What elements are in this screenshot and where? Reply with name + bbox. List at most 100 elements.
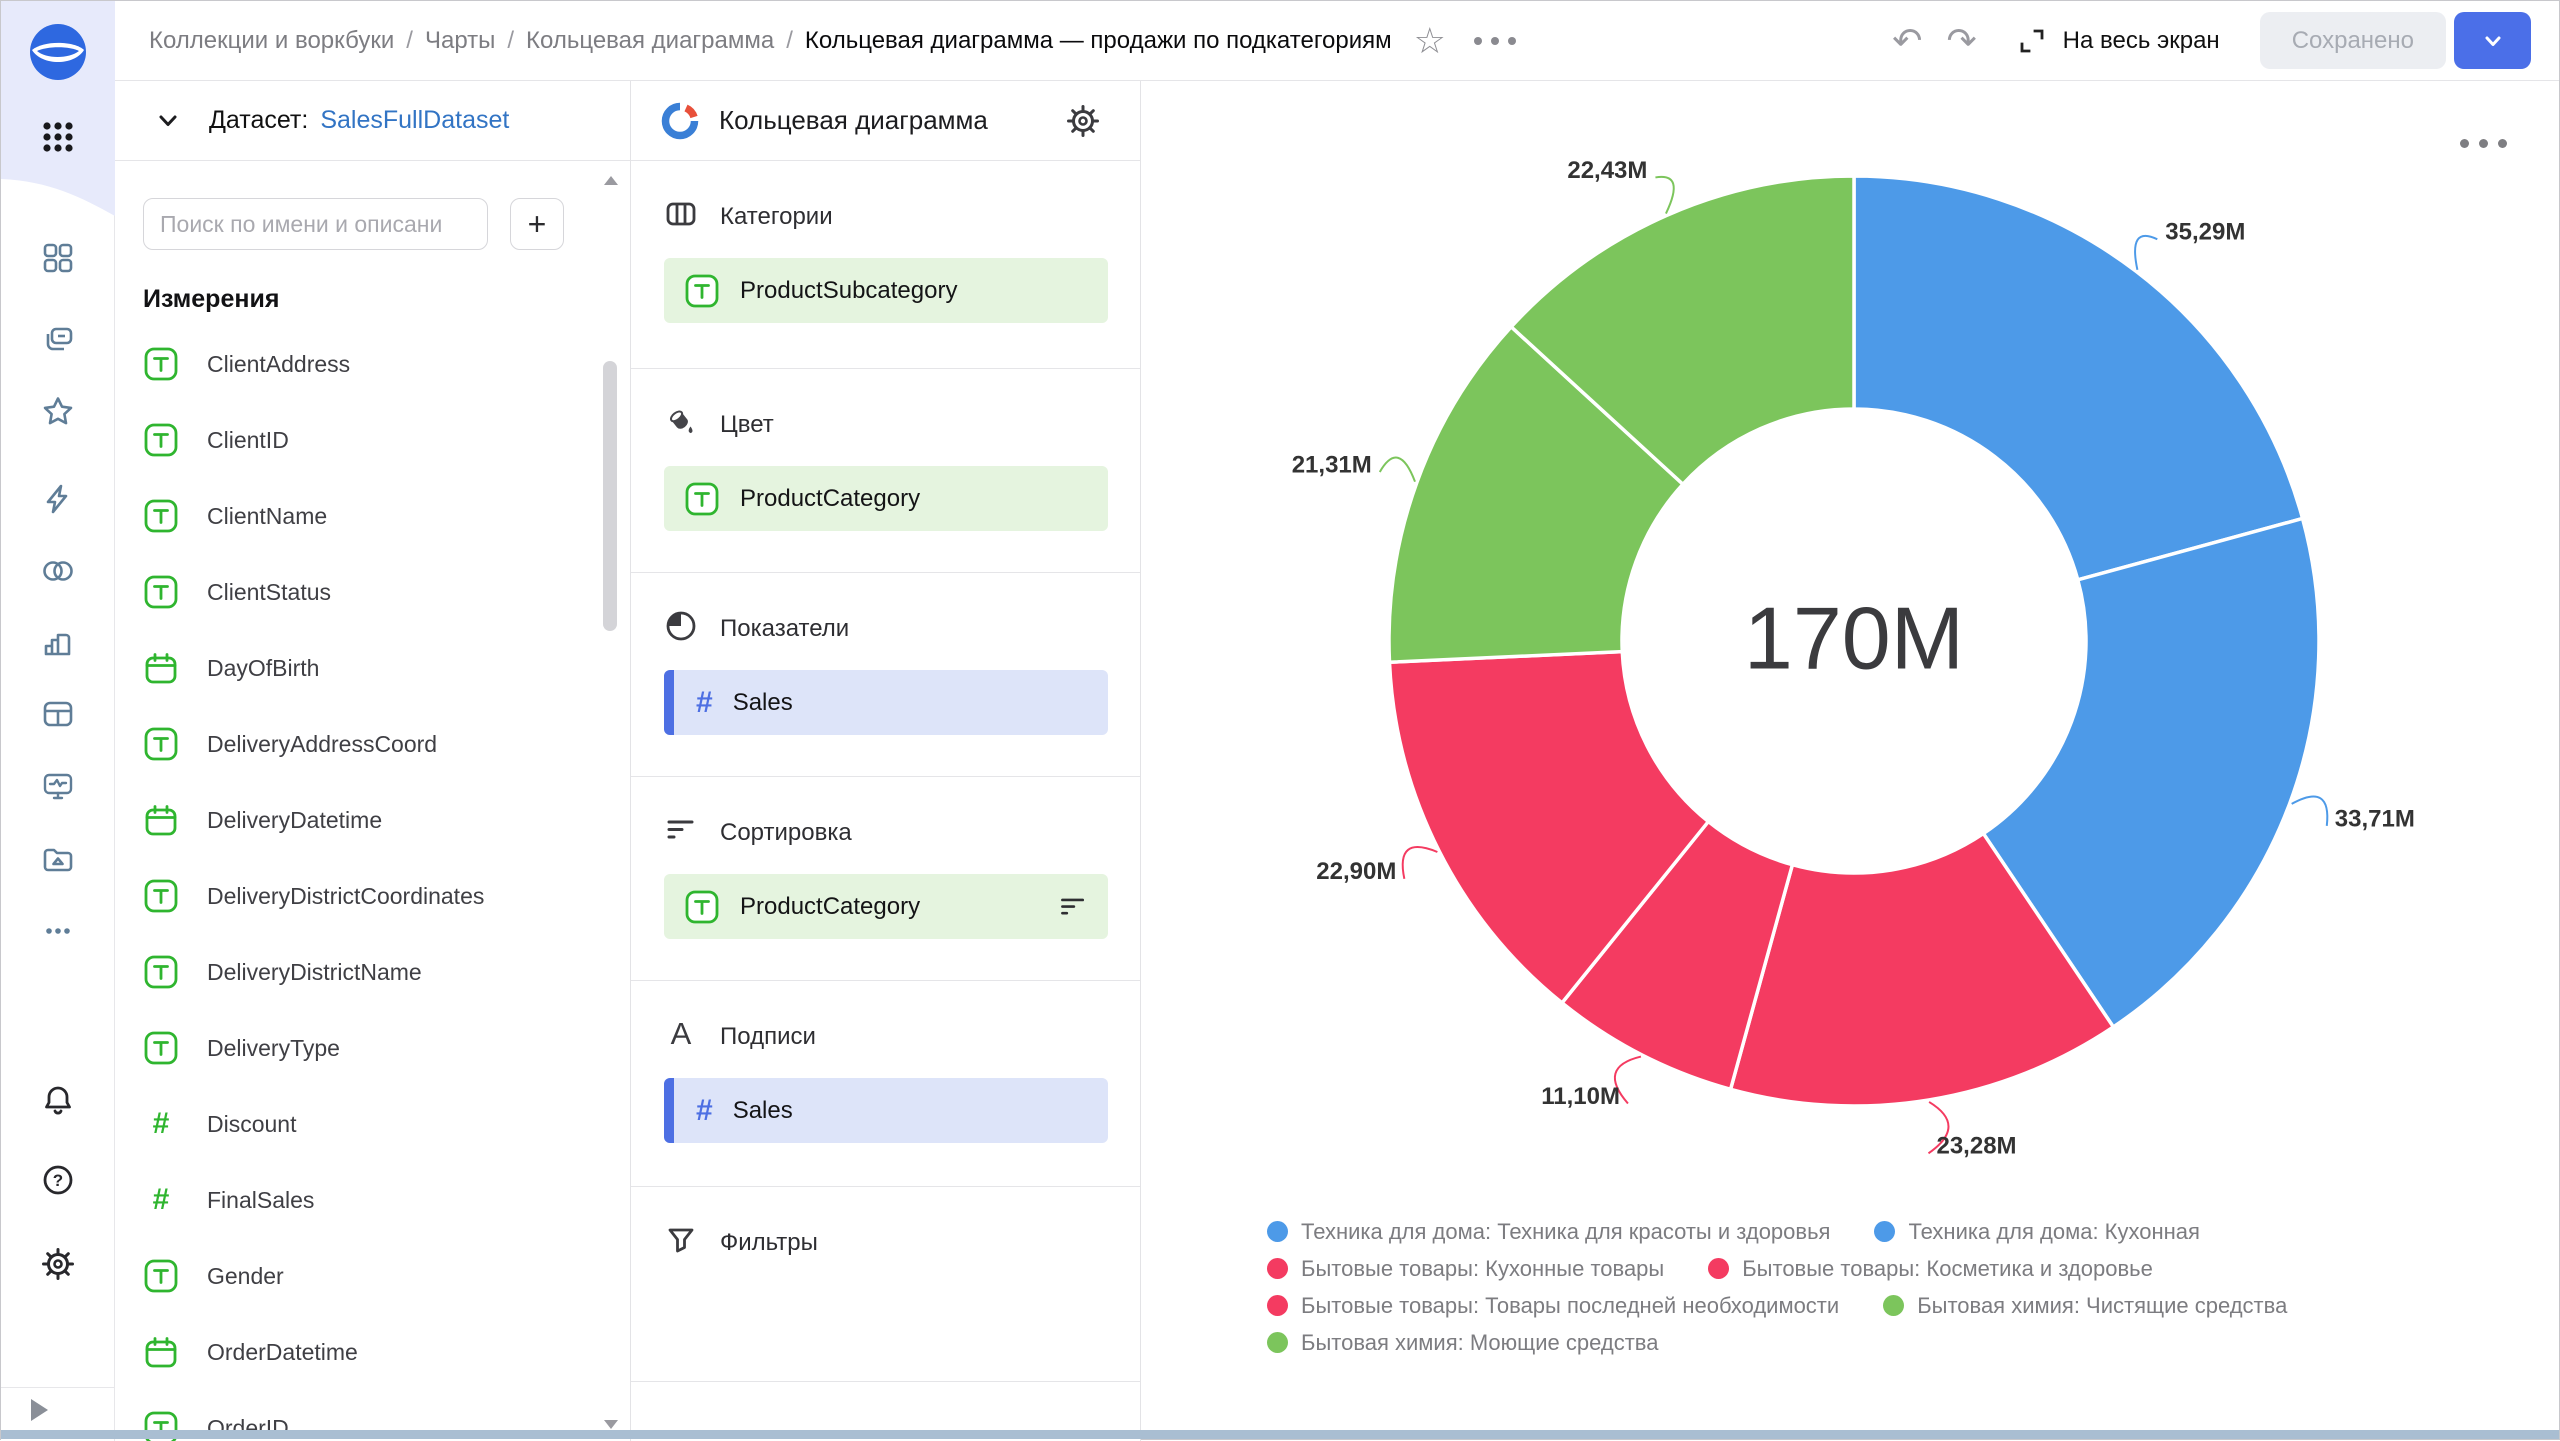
field-item[interactable]: DeliveryAddressCoord — [115, 706, 606, 782]
field-type-string-icon — [684, 889, 720, 925]
chip-labels-field[interactable]: # Sales — [664, 1078, 1108, 1143]
field-item[interactable]: Gender — [115, 1238, 606, 1314]
field-type-date-icon — [143, 1334, 179, 1370]
datalens-logo[interactable] — [1, 23, 115, 81]
chart-legend: Техника для дома: Техника для красоты и … — [1267, 1213, 2287, 1361]
dataset-name-link[interactable]: SalesFullDataset — [320, 106, 509, 135]
chip-sort-field[interactable]: ProductCategory — [664, 874, 1108, 939]
field-search-input[interactable] — [143, 198, 488, 250]
section-measures: Показатели # Sales — [631, 573, 1140, 777]
field-item[interactable]: ClientAddress — [115, 326, 606, 402]
chip-categories-field[interactable]: ProductSubcategory — [664, 258, 1108, 323]
fullscreen-label[interactable]: На весь экран — [2063, 27, 2220, 55]
datalens-logo-icon — [29, 23, 87, 81]
field-item[interactable]: OrderDatetime — [115, 1314, 606, 1390]
sort-direction-icon[interactable] — [1058, 892, 1088, 922]
breadcrumb-item[interactable]: Чарты — [425, 27, 495, 55]
legend-item[interactable]: Бытовые товары: Косметика и здоровье — [1708, 1256, 2153, 1282]
field-item[interactable]: DeliveryDatetime — [115, 782, 606, 858]
field-item[interactable]: ClientID — [115, 402, 606, 478]
field-type-string-icon — [143, 574, 179, 610]
chart-settings-gear-icon[interactable] — [1064, 102, 1102, 140]
slice-value-label: 11,10M — [1541, 1083, 1620, 1110]
quick-actions-icon[interactable] — [1, 482, 115, 516]
legend-dot — [1708, 1258, 1729, 1279]
workbooks-icon[interactable] — [1, 322, 115, 356]
sidebar-expand-icon[interactable] — [31, 1399, 48, 1421]
field-type-string-icon — [143, 1258, 179, 1294]
horizontal-scrollbar[interactable] — [1, 1430, 2559, 1439]
legend-item[interactable]: Бытовая химия: Моющие средства — [1267, 1330, 1658, 1356]
sidebar-divider — [1, 1387, 114, 1388]
dataset-collapse-icon[interactable] — [153, 106, 183, 136]
section-categories: Категории ProductSubcategory — [631, 161, 1140, 369]
dashboards-icon[interactable] — [1, 241, 115, 275]
field-name: Discount — [207, 1111, 296, 1138]
legend-label: Бытовая химия: Чистящие средства — [1917, 1293, 2287, 1319]
breadcrumb-item[interactable]: Коллекции и воркбуки — [149, 27, 394, 55]
legend-item[interactable]: Бытовые товары: Кухонные товары — [1267, 1256, 1664, 1282]
storage-icon[interactable] — [1, 843, 115, 877]
notifications-icon[interactable] — [1, 1083, 115, 1119]
slice-value-label: 22,43M — [1567, 157, 1647, 184]
legend-label: Техника для дома: Кухонная — [1908, 1219, 2199, 1245]
add-field-button[interactable]: + — [510, 198, 564, 250]
sidebar-more-icon[interactable] — [1, 919, 115, 943]
chip-color-field[interactable]: ProductCategory — [664, 466, 1108, 531]
svg-text:?: ? — [53, 1171, 63, 1190]
breadcrumb-item[interactable]: Кольцевая диаграмма — [526, 27, 774, 55]
monitoring-icon[interactable] — [1, 770, 115, 804]
field-type-string-icon — [143, 878, 179, 914]
measure-accent-bar — [664, 670, 674, 735]
breadcrumb-separator: / — [507, 27, 514, 55]
field-item[interactable]: DeliveryDistrictName — [115, 934, 606, 1010]
saved-button[interactable]: Сохранено — [2260, 12, 2446, 69]
redo-icon[interactable]: ↷ — [1934, 23, 1988, 59]
scrollbar-thumb[interactable] — [603, 361, 617, 631]
undo-icon[interactable]: ↶ — [1880, 23, 1934, 59]
chip-field-name: ProductSubcategory — [740, 277, 957, 305]
field-item[interactable]: DeliveryDistrictCoordinates — [115, 858, 606, 934]
field-item[interactable]: ClientStatus — [115, 554, 606, 630]
scrollbar-up-icon[interactable] — [604, 176, 618, 185]
favorites-icon[interactable] — [1, 394, 115, 430]
slice-value-label: 23,28M — [1936, 1133, 2016, 1160]
legend-item[interactable]: Бытовая химия: Чистящие средства — [1883, 1293, 2287, 1319]
datasets-icon[interactable] — [1, 697, 115, 731]
scrollbar-down-icon[interactable] — [604, 1420, 618, 1429]
apps-grid-icon[interactable] — [1, 119, 115, 155]
donut-center-total: 170M — [1744, 588, 1964, 687]
legend-dot — [1874, 1221, 1895, 1242]
slice-value-label: 35,29M — [2165, 219, 2245, 246]
more-actions-icon[interactable] — [1474, 37, 1516, 45]
legend-item[interactable]: Техника для дома: Техника для красоты и … — [1267, 1219, 1830, 1245]
chip-measure-field[interactable]: # Sales — [664, 670, 1108, 735]
field-name: ClientAddress — [207, 351, 350, 378]
settings-icon[interactable] — [1, 1245, 115, 1283]
fullscreen-icon[interactable] — [2015, 24, 2049, 58]
save-dropdown-button[interactable] — [2454, 12, 2531, 69]
chart-type-title: Кольцевая диаграмма — [719, 105, 988, 136]
legend-item[interactable]: Техника для дома: Кухонная — [1874, 1219, 2199, 1245]
field-item[interactable]: DayOfBirth — [115, 630, 606, 706]
categories-icon — [664, 197, 698, 236]
donut-chart: 35,29M33,71M23,28M11,10M22,90M21,31M22,4… — [1141, 81, 2560, 1201]
legend-item[interactable]: Бытовые товары: Товары последней необход… — [1267, 1293, 1839, 1319]
donut-chart-type-icon[interactable] — [659, 100, 701, 142]
field-item[interactable]: DeliveryType — [115, 1010, 606, 1086]
connections-icon[interactable] — [1, 554, 115, 588]
field-item[interactable]: ClientName — [115, 478, 606, 554]
section-labels: A Подписи # Sales — [631, 981, 1140, 1187]
section-label: Категории — [720, 203, 833, 231]
field-item[interactable]: #FinalSales — [115, 1162, 606, 1238]
field-item[interactable]: #Discount — [115, 1086, 606, 1162]
field-type-string-icon — [143, 1030, 179, 1066]
label-connector — [1655, 177, 1673, 214]
svg-text:A: A — [671, 1017, 692, 1051]
favorite-star-icon[interactable]: ☆ — [1414, 23, 1446, 59]
help-icon[interactable]: ? — [1, 1162, 115, 1198]
section-label: Сортировка — [720, 819, 852, 847]
charts-icon[interactable] — [1, 626, 115, 660]
